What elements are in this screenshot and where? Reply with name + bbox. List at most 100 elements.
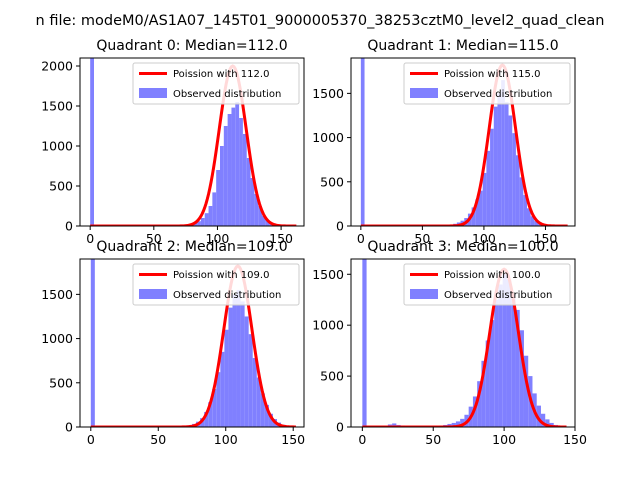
- histogram-bar: [200, 218, 205, 226]
- x-tick-label: 100: [472, 231, 496, 246]
- axes-frame: [79, 57, 305, 227]
- legend-label: Observed distribution: [173, 89, 281, 100]
- histogram-bar: [252, 358, 257, 427]
- x-tick-label: 150: [281, 432, 305, 447]
- histogram-bar: [523, 195, 527, 226]
- legend-box: [132, 62, 300, 105]
- histogram-bar: [208, 206, 213, 226]
- histogram-bar: [502, 274, 507, 427]
- y-tick-label: 500: [320, 174, 344, 189]
- axes-frame: [350, 258, 576, 428]
- histogram-bar: [248, 334, 253, 427]
- histogram-bar: [515, 155, 520, 226]
- x-tick-label: 100: [492, 432, 516, 447]
- histogram-bar: [228, 307, 233, 427]
- legend-label: Observed distribution: [173, 290, 281, 301]
- x-tick-label: 150: [534, 231, 558, 246]
- histogram-bar: [224, 329, 229, 427]
- histogram-bar: [493, 106, 498, 226]
- legend-bar-swatch: [410, 289, 438, 299]
- legend-box: [132, 263, 300, 306]
- y-tick-label: 1000: [312, 318, 344, 333]
- histogram-bar: [481, 360, 486, 427]
- histogram-bar: [489, 320, 495, 427]
- subplot-title: Quadrant 1: Median=115.0: [367, 38, 558, 54]
- histogram-bar: [471, 207, 476, 226]
- x-tick-label: 0: [357, 231, 365, 246]
- histogram-bar: [212, 192, 217, 226]
- legend-label: Poission with 100.0: [444, 270, 540, 281]
- legend: Poission with 109.0 Observed distribution: [132, 263, 300, 306]
- y-tick-label: 1000: [312, 130, 344, 145]
- histogram-bar: [256, 377, 261, 427]
- plot-area: [90, 259, 298, 427]
- y-tick-label: 1500: [41, 99, 73, 114]
- histogram-bar: [497, 93, 502, 226]
- histogram-bar: [540, 413, 546, 427]
- histogram-bar: [260, 393, 265, 427]
- subplot-title: Quadrant 3: Median=100.0: [367, 239, 558, 255]
- histogram-bar: [485, 340, 490, 427]
- y-tick-label: 1500: [312, 86, 344, 101]
- legend-bar-swatch: [139, 289, 167, 299]
- legend-label: Poission with 109.0: [173, 270, 269, 281]
- histogram-bar: [232, 294, 237, 427]
- legend: Poission with 115.0 Observed distribution: [403, 62, 571, 105]
- histogram-bar: [220, 351, 225, 427]
- histogram-bar: [236, 289, 241, 427]
- histogram-bar: [392, 423, 397, 427]
- histogram-bar: [511, 294, 516, 427]
- x-tick-label: 150: [563, 432, 587, 447]
- legend-bar-swatch: [139, 88, 167, 98]
- histogram-bar: [486, 150, 491, 226]
- histogram-bar: [519, 177, 524, 226]
- poisson-curve: [362, 267, 567, 427]
- histogram-bar: [216, 170, 220, 226]
- histogram-bar: [494, 299, 499, 427]
- histogram-bar: [545, 419, 550, 427]
- y-tick-label: 500: [49, 179, 73, 194]
- histogram-bar: [208, 402, 213, 427]
- x-tick-label: 50: [150, 432, 166, 447]
- y-tick-label: 1000: [41, 331, 73, 346]
- figure-suptitle: n file: modeM0/AS1A07_145T01_9000005370_…: [36, 13, 605, 29]
- x-tick-label: 0: [87, 432, 95, 447]
- histogram-bar: [504, 102, 509, 226]
- histogram-bar: [204, 213, 209, 226]
- y-tick-label: 1500: [41, 287, 73, 302]
- legend-label: Poission with 115.0: [444, 69, 540, 80]
- histogram-bar: [506, 279, 512, 427]
- histogram-bar: [235, 102, 240, 226]
- poisson-curve: [360, 63, 568, 226]
- histogram-bar: [220, 146, 224, 226]
- poisson-curve: [90, 64, 297, 226]
- histogram-bar: [515, 309, 520, 427]
- histogram-bar: [90, 58, 94, 226]
- histogram-bar: [90, 259, 95, 427]
- x-tick-label: 50: [146, 231, 162, 246]
- histogram-bar: [265, 220, 270, 226]
- histogram-bar: [362, 259, 367, 427]
- histogram-bar: [360, 58, 365, 226]
- histogram-bar: [475, 199, 479, 226]
- y-tick-label: 1000: [41, 139, 73, 154]
- histogram-bar: [523, 355, 529, 427]
- histogram-bar: [508, 115, 513, 226]
- x-tick-label: 100: [206, 231, 230, 246]
- x-tick-label: 0: [358, 432, 366, 447]
- histogram-bar: [264, 404, 269, 427]
- histogram-bar: [212, 388, 217, 427]
- histogram-bar: [460, 418, 465, 427]
- legend-box: [403, 62, 571, 105]
- histogram-bar: [479, 190, 483, 226]
- poisson-curve: [90, 264, 296, 427]
- histogram-bar: [482, 172, 487, 226]
- y-tick-label: 500: [320, 369, 344, 384]
- x-tick-label: 100: [214, 432, 238, 447]
- histogram-bar: [534, 221, 539, 226]
- x-tick-label: 50: [414, 231, 430, 246]
- y-tick-label: 0: [336, 219, 344, 234]
